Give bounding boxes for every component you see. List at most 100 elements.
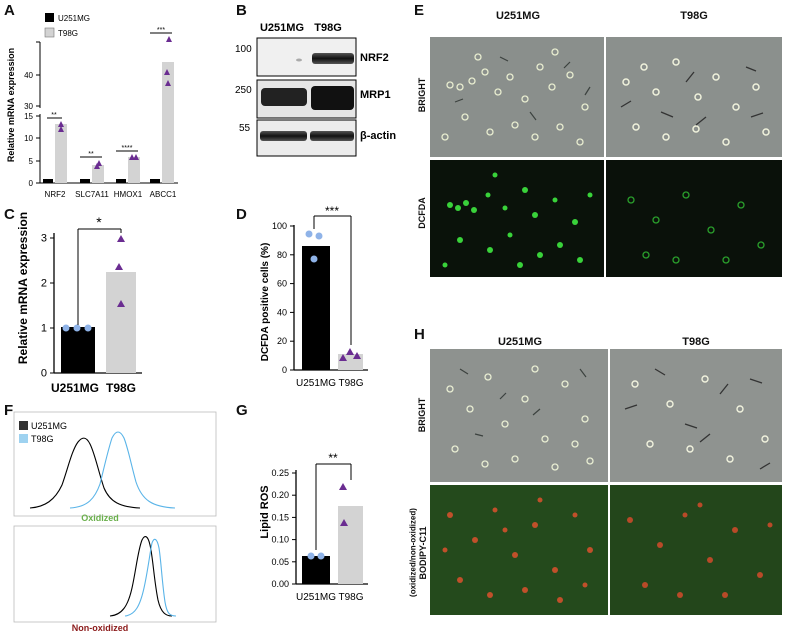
panel-c-xlabel-u251mg: U251MG [51,381,99,395]
xlabel-hmox1: HMOX1 [114,190,143,199]
bar-t98g-abcc1 [162,62,174,183]
panel-a-ytick-15-label: 15 [24,112,33,121]
panel-a-ytick-5-label: 5 [29,157,34,166]
bar-u251mg-abcc1 [150,179,160,183]
panel-label-e: E [414,2,425,19]
point-d-u251mg-1 [305,230,313,238]
panel-a-ytick-30-label: 30 [24,102,33,111]
micro-h-bodipy-u251mg [430,485,608,615]
panel-c-chart: Relative mRNA expression 0 1 2 3 * U251MG T… [16,212,142,395]
panel-g-xlabel-t98g: T98G [338,592,363,603]
point-t98g-hmox1-2 [133,154,139,160]
panel-label-d: D [236,206,247,223]
panel-h-row-bright: BRIGHT [417,397,427,433]
panel-c-xlabel-t98g: T98G [106,381,136,395]
point-c-u251mg-2 [73,324,81,332]
micro-h-bright-t98g [610,349,782,482]
blot-band-actin-t98g [310,131,354,141]
micro-h-bodipy-t98g-cells [627,502,773,598]
panel-d-sig: *** [325,205,339,218]
panel-g-ytick-label: 0.00 [271,579,289,589]
legend-t98g-label: T98G [58,29,78,38]
flow-oxidized-label: Oxidized [81,513,119,523]
flow-legend-u251mg-swatch [19,421,28,430]
legend-u251mg-label: U251MG [58,14,90,23]
bar-u251mg-slc7a11 [80,179,90,183]
micro-h-bodipy-u251mg-cells [442,497,593,603]
panel-e-row-bright: BRIGHT [417,77,427,113]
micro-h-bright-t98g-cells [624,368,771,470]
panel-d-ytick-label: 20 [277,336,287,346]
panel-g-ytick-label: 0.20 [271,490,289,500]
bar-c-t98g [106,272,136,373]
panel-c-sig: * [96,214,102,230]
panel-a-ytick-0-label: 0 [29,179,34,188]
micro-h-bright-u251mg-cells [446,365,594,471]
panel-label-f: F [4,402,14,419]
xlabel-slc7a11: SLC7A11 [75,190,109,199]
micro-e-dcfda-u251mg [430,160,604,277]
bar-t98g-hmox1 [128,157,140,183]
panel-g-ytick-label: 0.25 [271,468,289,478]
panel-c-ytick-label: 0 [41,368,47,380]
blot-marker-100: 100 [235,44,252,55]
panel-label-h: H [414,326,425,343]
panel-label-g: G [236,402,248,419]
panel-f: U251MG T98G Oxidized Non-oxidized [0,410,232,633]
panel-d-xlabel-t98g: T98G [338,378,363,389]
sig-slc7a11: ** [88,151,94,158]
flow-legend-t98g-label: T98G [31,434,54,444]
panel-d-ylabel: DCFDA positive cells (%) [260,243,271,362]
sig-nrf2: ** [51,112,57,119]
bar-t98g-slc7a11 [92,165,104,183]
bar-u251mg-nrf2 [43,179,53,183]
bar-c-u251mg [61,327,95,373]
panel-d-ytick-label: 60 [277,279,287,289]
flow-bottom-t98g-curve [124,538,177,617]
panel-c-ytick-label: 1 [41,323,47,335]
flow-top-u251mg-curve [29,437,141,509]
micro-e-bright-t98g-cells [620,58,770,146]
panel-e-col-t98g: T98G [680,10,708,22]
point-d-t98g-2 [346,348,354,355]
panel-c-ylabel: Relative mRNA expression [16,212,30,364]
point-t98g-abcc1-1 [166,36,172,42]
xlabel-nrf2: NRF2 [45,190,66,199]
panel-c-ytick-label: 2 [41,278,47,290]
blot-band-actin-u251mg [260,131,307,141]
point-d-t98g-3 [353,352,361,359]
panel-d-ytick-label: 40 [277,307,287,317]
bar-d-u251mg [302,246,330,370]
micro-e-bright-u251mg-cells [441,48,591,146]
sig-hmox1: **** [122,145,133,152]
flow-top-t98g-curve [69,431,176,509]
flow-legend-t98g-swatch [19,434,28,443]
panel-g-sig: ** [328,451,338,465]
bar-u251mg-hmox1 [116,179,126,183]
blot-col-u251mg: U251MG [260,22,304,34]
panel-e-col-u251mg: U251MG [495,10,541,22]
point-t98g-slc7a11-2 [96,160,102,166]
blot-protein-mrp1: MRP1 [360,89,391,101]
panel-g-ylabel: Lipid ROS [259,485,271,538]
panel-c-ytick-label: 3 [41,233,47,245]
micro-e-dcfda-t98g-cells [627,191,765,264]
blot-band-mrp1-t98g [311,86,354,110]
panel-a-ylabel: Relative mRNA expression [6,48,16,162]
panel-d-xlabel-u251mg: U251MG [296,378,336,389]
flow-bottom-box [13,525,217,623]
bar-g-u251mg [302,556,330,584]
panel-g-ytick-label: 0.10 [271,535,289,545]
micro-h-bright-u251mg [430,349,608,482]
panel-label-c: C [4,206,15,223]
micro-e-dcfda-u251mg-cells [442,172,593,268]
panel-a-ytick-10-label: 10 [24,134,33,143]
point-g-u251mg-2 [317,552,325,560]
point-g-t98g-2 [340,519,348,526]
point-c-u251mg-1 [62,324,70,332]
blot-protein-actin: β-actin [360,130,396,142]
panel-g-ytick-label: 0.05 [271,557,289,567]
panel-a-chart: Relative mRNA expression U251MG T98G 40 … [6,13,178,199]
panel-label-b: B [236,2,247,19]
panel-g-xlabel-u251mg: U251MG [296,592,336,603]
